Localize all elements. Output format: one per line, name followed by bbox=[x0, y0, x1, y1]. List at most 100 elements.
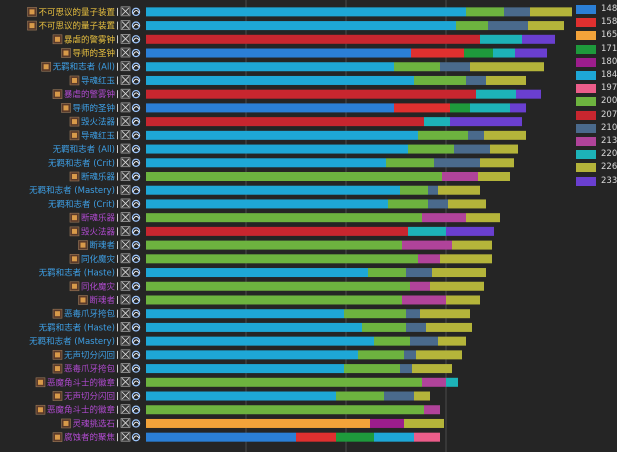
skull-icon bbox=[78, 240, 88, 250]
separator bbox=[117, 172, 118, 181]
bar-segment-207 bbox=[146, 34, 480, 44]
spec-icon bbox=[120, 239, 131, 250]
bar-segment-226 bbox=[412, 364, 452, 374]
row-label: 恶魔角斗士的徽章 bbox=[47, 377, 116, 388]
bar-segment-210 bbox=[434, 158, 480, 168]
legend-label: 180 bbox=[601, 56, 617, 67]
stone-icon bbox=[61, 418, 71, 429]
bar-segment-158 bbox=[296, 432, 336, 442]
bar-segment-213 bbox=[422, 377, 446, 387]
legend-swatch bbox=[576, 57, 596, 67]
swirl-icon bbox=[131, 295, 141, 305]
bar-segment-148 bbox=[146, 103, 394, 113]
legend-label: 200 bbox=[601, 96, 617, 107]
swirl-icon bbox=[131, 89, 141, 99]
legend-label: 165 bbox=[601, 30, 617, 41]
bar-segment-226 bbox=[438, 336, 466, 346]
row-label: 同化魔灾 bbox=[81, 281, 116, 292]
swirl-icon bbox=[131, 227, 141, 236]
bar-segment-148 bbox=[146, 48, 411, 58]
bar-segment-158 bbox=[394, 103, 450, 113]
bar-segment-210 bbox=[504, 7, 530, 17]
spec-icon bbox=[120, 363, 131, 373]
legend-swatch bbox=[576, 97, 596, 107]
spec-icon bbox=[120, 404, 131, 415]
bar-segment-200 bbox=[344, 364, 400, 374]
bar-segment-210 bbox=[406, 268, 432, 278]
bag-icon bbox=[52, 308, 63, 319]
row-label: 暴虐的警雾钟 bbox=[64, 34, 115, 45]
swirl-icon bbox=[131, 268, 141, 277]
spec-icon bbox=[120, 75, 131, 85]
row-label: 无声切分闪回 bbox=[64, 350, 115, 361]
legend-swatch bbox=[576, 176, 596, 186]
separator bbox=[117, 7, 118, 16]
row-label: 导师的圣钟 bbox=[72, 103, 115, 114]
swirl-icon bbox=[131, 103, 141, 113]
legend-swatch bbox=[576, 137, 596, 146]
separator bbox=[117, 76, 118, 85]
bar-segment-233 bbox=[516, 89, 541, 99]
legend-label: 210 bbox=[601, 122, 617, 133]
gem-icon bbox=[69, 75, 80, 86]
bar-segment-226 bbox=[432, 268, 486, 278]
legend-label: 220 bbox=[601, 149, 617, 160]
bar-segment-148 bbox=[146, 432, 296, 442]
bar-segment-184 bbox=[146, 322, 362, 332]
row-label: 恶毒爪牙挎包 bbox=[64, 309, 116, 320]
orb-icon bbox=[52, 432, 63, 442]
separator bbox=[117, 199, 118, 208]
row-label: 无声切分闪回 bbox=[64, 391, 115, 402]
bar-segment-184 bbox=[146, 364, 344, 374]
legend-swatch bbox=[576, 110, 596, 120]
separator bbox=[117, 309, 118, 318]
separator bbox=[117, 227, 118, 236]
row-label: 毁火法器 bbox=[81, 226, 116, 237]
separator bbox=[117, 295, 118, 304]
row-label: 腐蚀者的聚焦 bbox=[64, 432, 116, 443]
bar-segment-233 bbox=[450, 117, 522, 127]
row-label: 无羁和志者 (Crit) bbox=[48, 199, 115, 210]
row-label: 恶毒爪牙挎包 bbox=[64, 364, 116, 375]
bar-segment-200 bbox=[456, 21, 488, 31]
legend-label: 233 bbox=[601, 175, 617, 186]
bar-segment-213 bbox=[442, 172, 478, 181]
bars bbox=[146, 7, 572, 442]
bar-segment-226 bbox=[438, 185, 480, 195]
row-label: 无羁和志者 (Mastery) bbox=[29, 185, 115, 196]
bar-segment-233 bbox=[522, 34, 555, 44]
row-label: 断魂者 bbox=[89, 295, 115, 306]
separator bbox=[117, 323, 118, 332]
row-label: 无羁和志者 (Mastery) bbox=[29, 336, 115, 347]
bar-segment-210 bbox=[468, 130, 484, 140]
bar-segment-200 bbox=[374, 336, 410, 346]
feather-icon bbox=[69, 254, 80, 264]
bar-segment-200 bbox=[368, 268, 406, 278]
bar-segment-226 bbox=[528, 21, 564, 31]
bar-segment-226 bbox=[448, 199, 486, 209]
row-label: 断魂者 bbox=[89, 240, 115, 251]
bar-segment-220 bbox=[493, 48, 515, 58]
swirl-icon bbox=[131, 364, 141, 373]
bar-segment-184 bbox=[146, 391, 336, 401]
bar-segment-184 bbox=[146, 62, 394, 72]
legend-label: 207 bbox=[601, 109, 617, 120]
badge-icon bbox=[35, 377, 46, 388]
row-label: 同化魔灾 bbox=[81, 254, 116, 265]
bar-segment-200 bbox=[146, 254, 418, 264]
bar-segment-220 bbox=[446, 377, 458, 387]
legend-swatch bbox=[576, 150, 596, 160]
spec-icon bbox=[120, 88, 131, 99]
bar-segment-226 bbox=[426, 322, 472, 332]
swirl-icon bbox=[131, 432, 141, 442]
legend-swatch bbox=[576, 44, 596, 54]
swirl-icon bbox=[131, 199, 141, 209]
legend-label: 158 bbox=[601, 17, 617, 28]
legend-swatch bbox=[576, 84, 596, 94]
bar-segment-210 bbox=[406, 322, 426, 332]
bell-icon bbox=[61, 103, 71, 113]
bar-segment-220 bbox=[470, 103, 510, 113]
